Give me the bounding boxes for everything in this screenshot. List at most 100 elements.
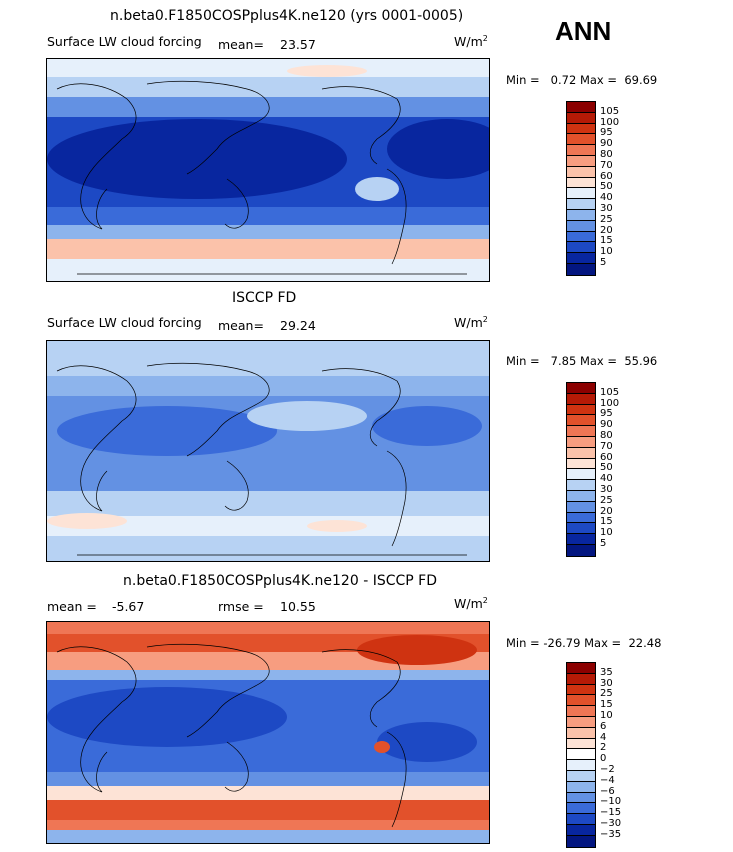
colorbar-tick-label: 90 xyxy=(600,138,613,150)
colorbar-tick-label: 95 xyxy=(600,408,613,420)
colorbar-swatch xyxy=(566,770,596,782)
panel2-minmax: Min = 7.85 Max = 55.96 xyxy=(506,354,658,368)
panel3-minmax: Min = -26.79 Max = 22.48 xyxy=(506,636,662,650)
colorbar-swatch xyxy=(566,425,596,437)
colorbar-tick-label: 50 xyxy=(600,181,613,193)
colorbar-tick-label: 20 xyxy=(600,224,613,236)
colorbar-swatch xyxy=(566,824,596,836)
panel3-mean-value: -5.67 xyxy=(112,599,145,614)
panel2-variable: Surface LW cloud forcing xyxy=(47,315,202,330)
colorbar-tick-label: 105 xyxy=(600,105,620,117)
colorbar-swatch xyxy=(566,834,596,848)
colorbar-swatch xyxy=(566,533,596,545)
colorbar-tick-label: 0 xyxy=(600,753,607,765)
colorbar-tick-label: 30 xyxy=(600,203,613,214)
panel2-units: W/m2 xyxy=(454,315,488,331)
colorbar-tick-label: 80 xyxy=(600,149,613,160)
panel3-rmse-label: rmse = xyxy=(218,599,264,614)
colorbar-swatch xyxy=(566,263,596,276)
colorbar-tick-label: 15 xyxy=(600,235,613,247)
colorbar-swatch xyxy=(566,219,596,232)
colorbar-tick-label: 30 xyxy=(600,677,613,689)
panel1-minmax: Min = 0.72 Max = 69.69 xyxy=(506,73,658,87)
colorbar-swatch xyxy=(566,490,596,502)
colorbar-swatch xyxy=(566,241,596,254)
colorbar-tick-label: 30 xyxy=(600,484,613,495)
panel2-title: ISCCP FD xyxy=(232,290,297,306)
colorbar-tick-label: 10 xyxy=(600,527,613,539)
colorbar-tick-label: −15 xyxy=(600,807,622,819)
colorbar-tick-label: 50 xyxy=(600,462,613,474)
panel3-map xyxy=(46,621,490,844)
colorbar-swatch xyxy=(566,759,596,771)
colorbar-tick-label: 40 xyxy=(600,192,613,204)
panel1-variable: Surface LW cloud forcing xyxy=(47,34,202,49)
colorbar-tick-label: −2 xyxy=(600,764,615,775)
colorbar-tick-label: 5 xyxy=(600,257,607,268)
colorbar-tick-label: 80 xyxy=(600,430,613,441)
colorbar-swatch xyxy=(566,446,596,459)
colorbar-tick-label: 90 xyxy=(600,419,613,431)
colorbar-swatch xyxy=(566,252,596,264)
colorbar-tick-label: 70 xyxy=(600,159,613,171)
colorbar-swatch xyxy=(566,813,596,825)
colorbar-swatch xyxy=(566,382,596,394)
colorbar-swatch xyxy=(566,176,596,189)
colorbar-swatch xyxy=(566,662,596,674)
panel3-units: W/m2 xyxy=(454,596,488,612)
colorbar-tick-label: 60 xyxy=(600,170,613,182)
colorbar-swatch xyxy=(566,522,596,535)
panel1-map xyxy=(46,58,490,282)
panel3-rmse-value: 10.55 xyxy=(280,599,316,614)
colorbar-tick-label: 25 xyxy=(600,213,613,225)
colorbar-tick-label: −35 xyxy=(600,828,622,840)
colorbar-tick-label: 6 xyxy=(600,720,607,732)
colorbar-tick-label: −6 xyxy=(600,785,615,797)
colorbar-swatch xyxy=(566,791,596,804)
panel2-map xyxy=(46,340,490,562)
colorbar-swatch xyxy=(566,748,596,761)
colorbar-tick-label: 4 xyxy=(600,731,607,743)
panel3-title: n.beta0.F1850COSPplus4K.ne120 - ISCCP FD xyxy=(123,573,437,589)
colorbar-swatch xyxy=(566,737,596,750)
colorbar-tick-label: 10 xyxy=(600,710,613,721)
colorbar-swatch xyxy=(566,726,596,739)
colorbar-swatch xyxy=(566,683,596,696)
colorbar-tick-label: 25 xyxy=(600,494,613,506)
colorbar-tick-label: −10 xyxy=(600,796,622,808)
colorbar-swatch xyxy=(566,198,596,210)
colorbar-swatch xyxy=(566,144,596,156)
colorbar-tick-label: 35 xyxy=(600,666,613,678)
colorbar-tick-label: 2 xyxy=(600,742,607,754)
colorbar-swatch xyxy=(566,111,596,124)
colorbar-tick-label: 70 xyxy=(600,440,613,452)
colorbar-tick-label: 95 xyxy=(600,127,613,139)
panel1-mean-label: mean= xyxy=(218,37,264,52)
colorbar-swatch xyxy=(566,414,596,427)
colorbar-swatch xyxy=(566,716,596,728)
colorbar-swatch xyxy=(566,500,596,513)
colorbar-swatch xyxy=(566,511,596,524)
colorbar-tick-label: 105 xyxy=(600,386,620,398)
colorbar-swatch xyxy=(566,101,596,113)
colorbar-swatch xyxy=(566,457,596,470)
colorbar-swatch xyxy=(566,436,596,448)
colorbar-swatch xyxy=(566,544,596,557)
colorbar-swatch xyxy=(566,187,596,200)
panel1-units: W/m2 xyxy=(454,34,488,50)
season-label: ANN xyxy=(555,16,612,46)
colorbar-tick-label: 100 xyxy=(600,116,620,128)
colorbar-swatch xyxy=(566,468,596,481)
colorbar-swatch xyxy=(566,230,596,243)
colorbar-tick-label: −4 xyxy=(600,774,615,786)
colorbar-swatch xyxy=(566,133,596,146)
colorbar-tick-label: 15 xyxy=(600,516,613,528)
colorbar-swatch xyxy=(566,155,596,167)
colorbar-tick-label: 15 xyxy=(600,699,613,711)
colorbar-tick-label: 25 xyxy=(600,688,613,700)
colorbar-tick-label: 5 xyxy=(600,538,607,549)
colorbar-swatch xyxy=(566,209,596,221)
colorbar-swatch xyxy=(566,403,596,416)
colorbar-swatch xyxy=(566,672,596,685)
colorbar-tick-label: 10 xyxy=(600,246,613,258)
